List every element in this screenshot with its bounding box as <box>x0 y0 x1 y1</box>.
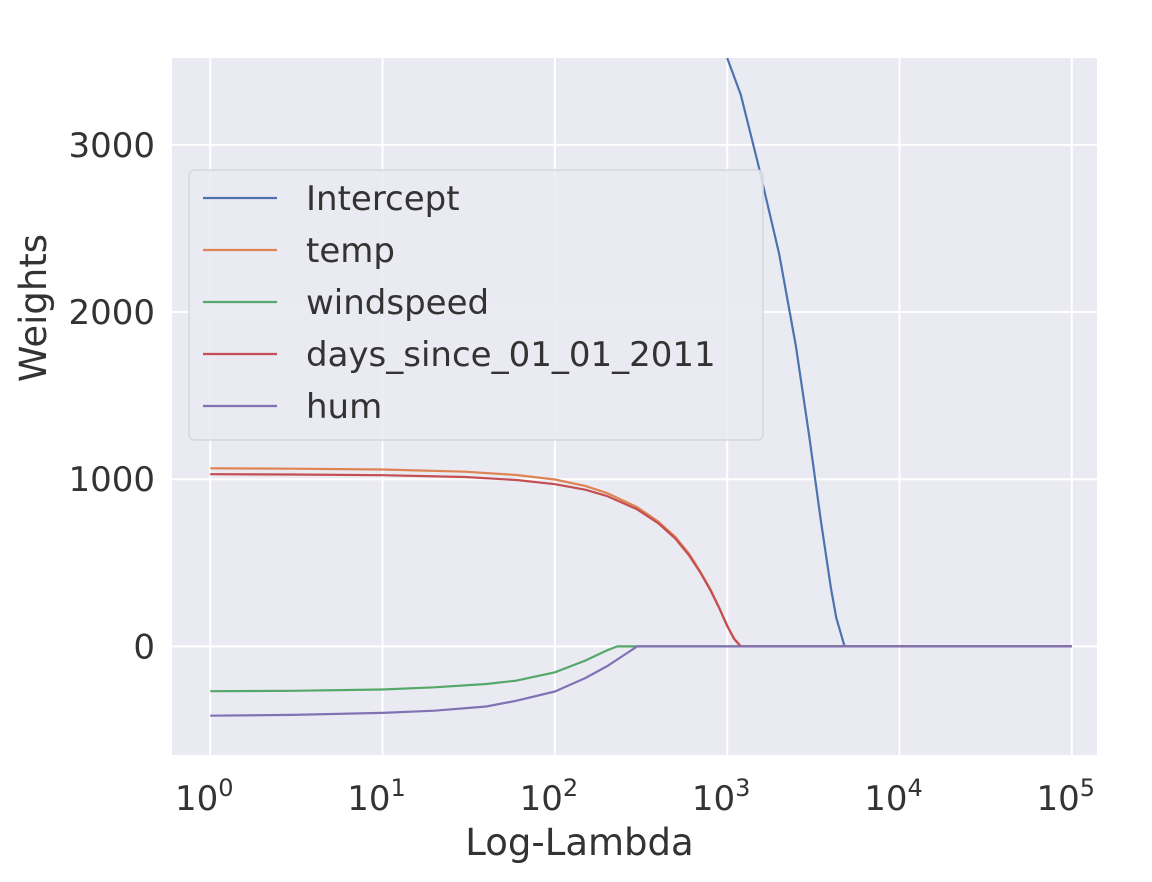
y-tick-label: 0 <box>133 627 155 667</box>
x-axis-label: Log-Lambda <box>465 821 693 864</box>
x-tick-base: 10 <box>175 779 218 819</box>
x-tick-base: 10 <box>347 779 390 819</box>
x-tick-exponent: 5 <box>1080 774 1095 802</box>
x-tick-label: 101 <box>347 774 406 819</box>
x-tick-labels: 100 101 102 103 104 105 <box>175 774 1095 819</box>
x-tick-label: 102 <box>520 774 579 819</box>
x-tick-exponent: 0 <box>218 774 233 802</box>
series-line-hum <box>210 645 1072 717</box>
series-line-days-since-01-01-2011 <box>210 473 1072 648</box>
x-tick-label: 100 <box>175 774 234 819</box>
y-tick-label: 1000 <box>68 460 155 500</box>
series-lines <box>210 58 1072 717</box>
x-tick-exponent: 4 <box>907 774 922 802</box>
x-tick-base: 10 <box>864 779 907 819</box>
x-tick-base: 10 <box>692 779 735 819</box>
x-tick-label: 105 <box>1037 774 1096 819</box>
legend-label: days_since_01_01_2011 <box>306 335 716 375</box>
legend-label: windspeed <box>306 283 489 323</box>
legend-box <box>188 169 764 441</box>
x-tick-exponent: 2 <box>563 774 578 802</box>
y-tick-label: 3000 <box>68 126 155 166</box>
legend-label: temp <box>306 231 395 271</box>
y-axis-label: Weights <box>12 234 55 382</box>
x-tick-exponent: 1 <box>391 774 406 802</box>
legend-label: Intercept <box>306 179 460 219</box>
x-tick-label: 103 <box>692 774 751 819</box>
x-tick-label: 104 <box>864 774 923 819</box>
legend: Intercept temp windspeed days_since_01_01_2… <box>188 169 764 441</box>
x-tick-exponent: 3 <box>735 774 750 802</box>
y-tick-label: 2000 <box>68 293 155 333</box>
legend-label: hum <box>306 387 382 427</box>
x-tick-base: 10 <box>520 779 563 819</box>
y-tick-labels: 0 1000 2000 3000 <box>68 126 155 667</box>
x-tick-base: 10 <box>1037 779 1080 819</box>
